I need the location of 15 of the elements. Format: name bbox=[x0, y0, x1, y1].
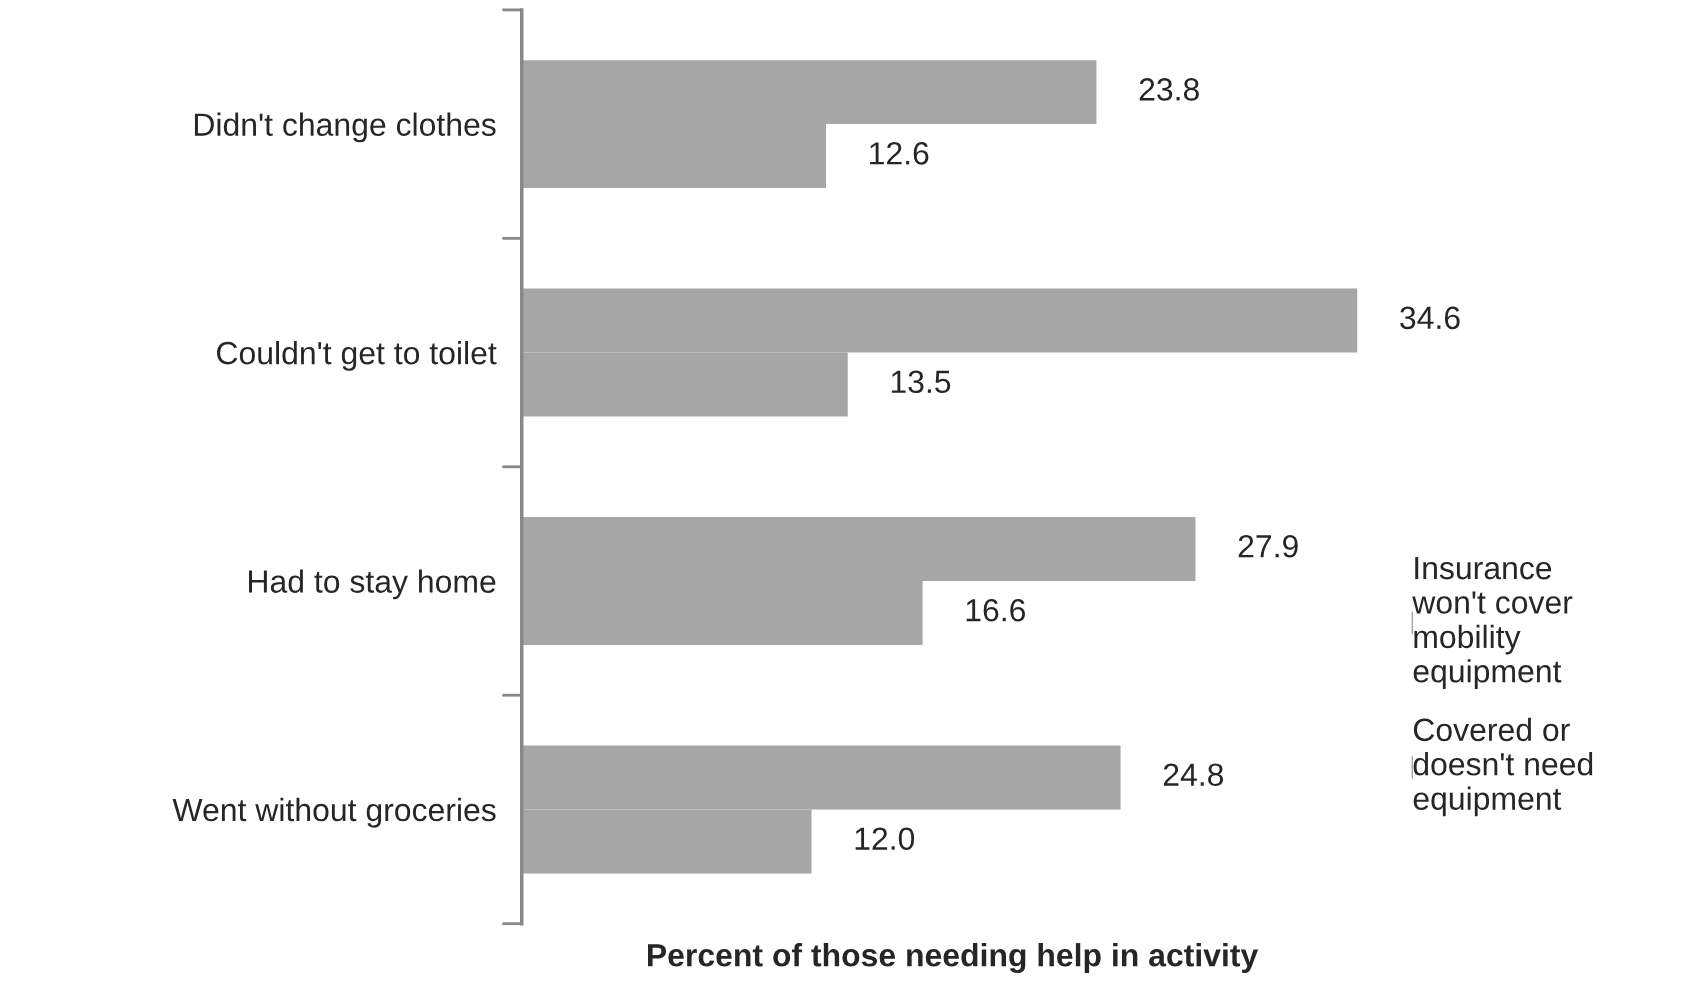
data-label: 12.0 bbox=[855, 827, 915, 851]
data-label: 24.8 bbox=[1163, 763, 1224, 787]
y-tick-label: Had to stay home bbox=[249, 569, 496, 600]
legend-label: Insurance won't cover mobility equipment bbox=[1412, 557, 1573, 689]
x-axis-title: Percent of those needing help in activity bbox=[648, 943, 1259, 974]
legend-label: Covered or doesn't need equipment bbox=[1413, 717, 1593, 817]
y-tick-label: Didn't change clothes bbox=[194, 112, 496, 143]
data-label: 23.8 bbox=[1139, 78, 1199, 101]
y-tick-label: Went without groceries bbox=[172, 797, 496, 828]
data-label: 34.6 bbox=[1400, 306, 1460, 330]
data-label: 13.5 bbox=[891, 370, 951, 394]
data-label: 27.9 bbox=[1238, 534, 1298, 558]
y-tick-label: Couldn't get to toilet bbox=[217, 340, 497, 371]
data-label: 16.6 bbox=[966, 598, 1026, 622]
data-label: 12.6 bbox=[870, 142, 929, 165]
